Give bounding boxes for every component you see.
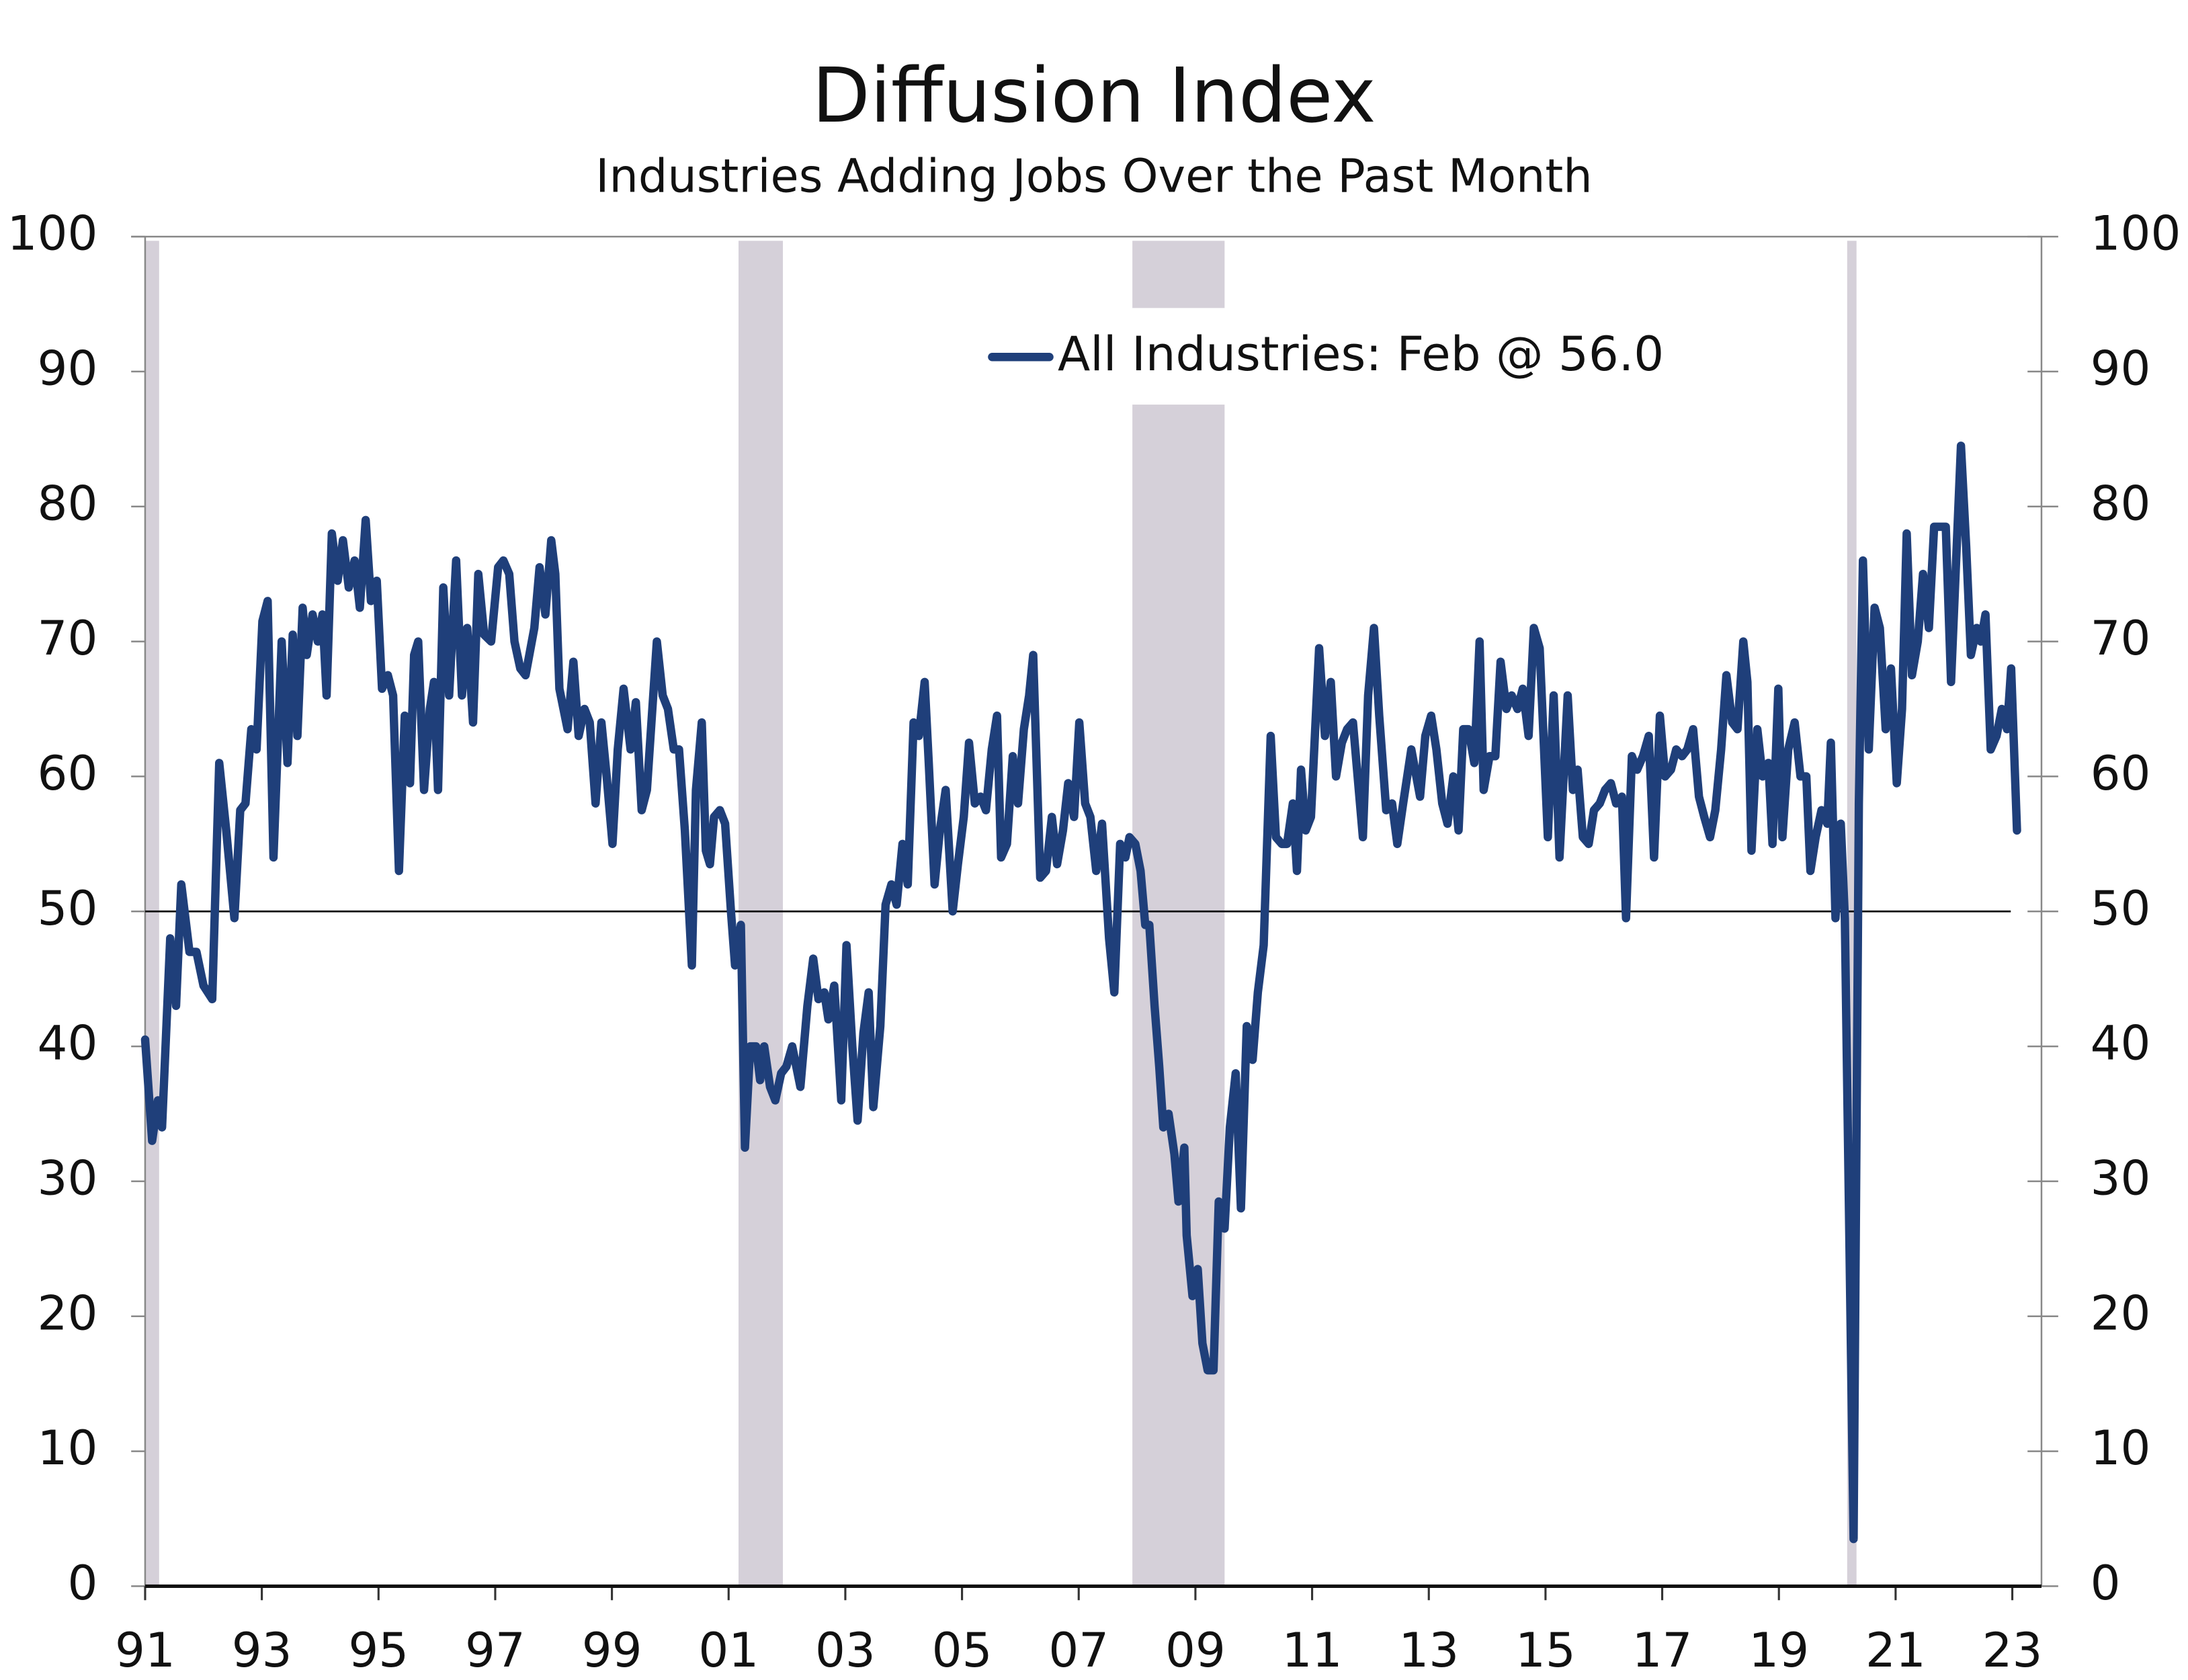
y-tick-label: 40	[38, 1015, 98, 1071]
y2-tick-label: 100	[2091, 206, 2181, 261]
shaded-period	[144, 241, 159, 1587]
y-tick-label: 30	[38, 1150, 98, 1206]
y-tick-label: 50	[38, 880, 98, 936]
x-tick-label: 93	[232, 1622, 292, 1678]
x-tick-label: 21	[1865, 1622, 1926, 1678]
x-tick-label: 23	[1982, 1622, 2043, 1678]
shaded-period	[739, 241, 784, 1587]
x-tick-label: 09	[1165, 1622, 1226, 1678]
x-tick-label: 05	[932, 1622, 993, 1678]
x-tick-label: 15	[1515, 1622, 1576, 1678]
y2-tick-label: 30	[2091, 1150, 2151, 1206]
y2-tick-label: 20	[2091, 1285, 2151, 1341]
legend-label: All Industries: Feb @ 56.0	[1058, 326, 1664, 382]
x-tick-label: 91	[115, 1622, 175, 1678]
x-tick-label: 01	[698, 1622, 759, 1678]
y-tick-label: 70	[38, 610, 98, 666]
y-tick-label: 0	[67, 1555, 97, 1611]
y-tick-label: 10	[38, 1420, 98, 1476]
chart-subtitle: Industries Adding Jobs Over the Past Mon…	[595, 150, 1592, 204]
y-tick-label: 60	[38, 745, 98, 801]
y2-tick-label: 10	[2091, 1420, 2151, 1476]
y2-tick-label: 80	[2091, 475, 2151, 531]
x-tick-label: 95	[348, 1622, 409, 1678]
y-tick-label: 80	[38, 475, 98, 531]
x-tick-label: 03	[815, 1622, 876, 1678]
x-tick-label: 11	[1282, 1622, 1343, 1678]
axes: 0102030405060708090100010203040506070809…	[7, 206, 2181, 1678]
x-tick-label: 07	[1048, 1622, 1109, 1678]
x-tick-label: 13	[1398, 1622, 1459, 1678]
y2-tick-label: 60	[2091, 745, 2151, 801]
y2-tick-label: 40	[2091, 1015, 2151, 1071]
series-line	[140, 442, 2021, 1544]
chart-title: Diffusion Index	[812, 52, 1376, 140]
marks: All Industries: Feb @ 56.0	[140, 326, 2021, 1544]
y2-tick-label: 0	[2091, 1555, 2121, 1611]
x-tick-label: 19	[1749, 1622, 1809, 1678]
y-tick-label: 20	[38, 1285, 98, 1341]
y2-tick-label: 90	[2091, 340, 2151, 396]
x-tick-label: 99	[582, 1622, 642, 1678]
x-tick-label: 97	[465, 1622, 525, 1678]
y2-tick-label: 50	[2091, 880, 2151, 936]
y2-tick-label: 70	[2091, 610, 2151, 666]
x-tick-label: 17	[1632, 1622, 1693, 1678]
shades	[144, 241, 1857, 1587]
y-tick-label: 90	[38, 340, 98, 396]
legend-box	[976, 308, 1717, 405]
y-tick-label: 100	[7, 206, 98, 261]
